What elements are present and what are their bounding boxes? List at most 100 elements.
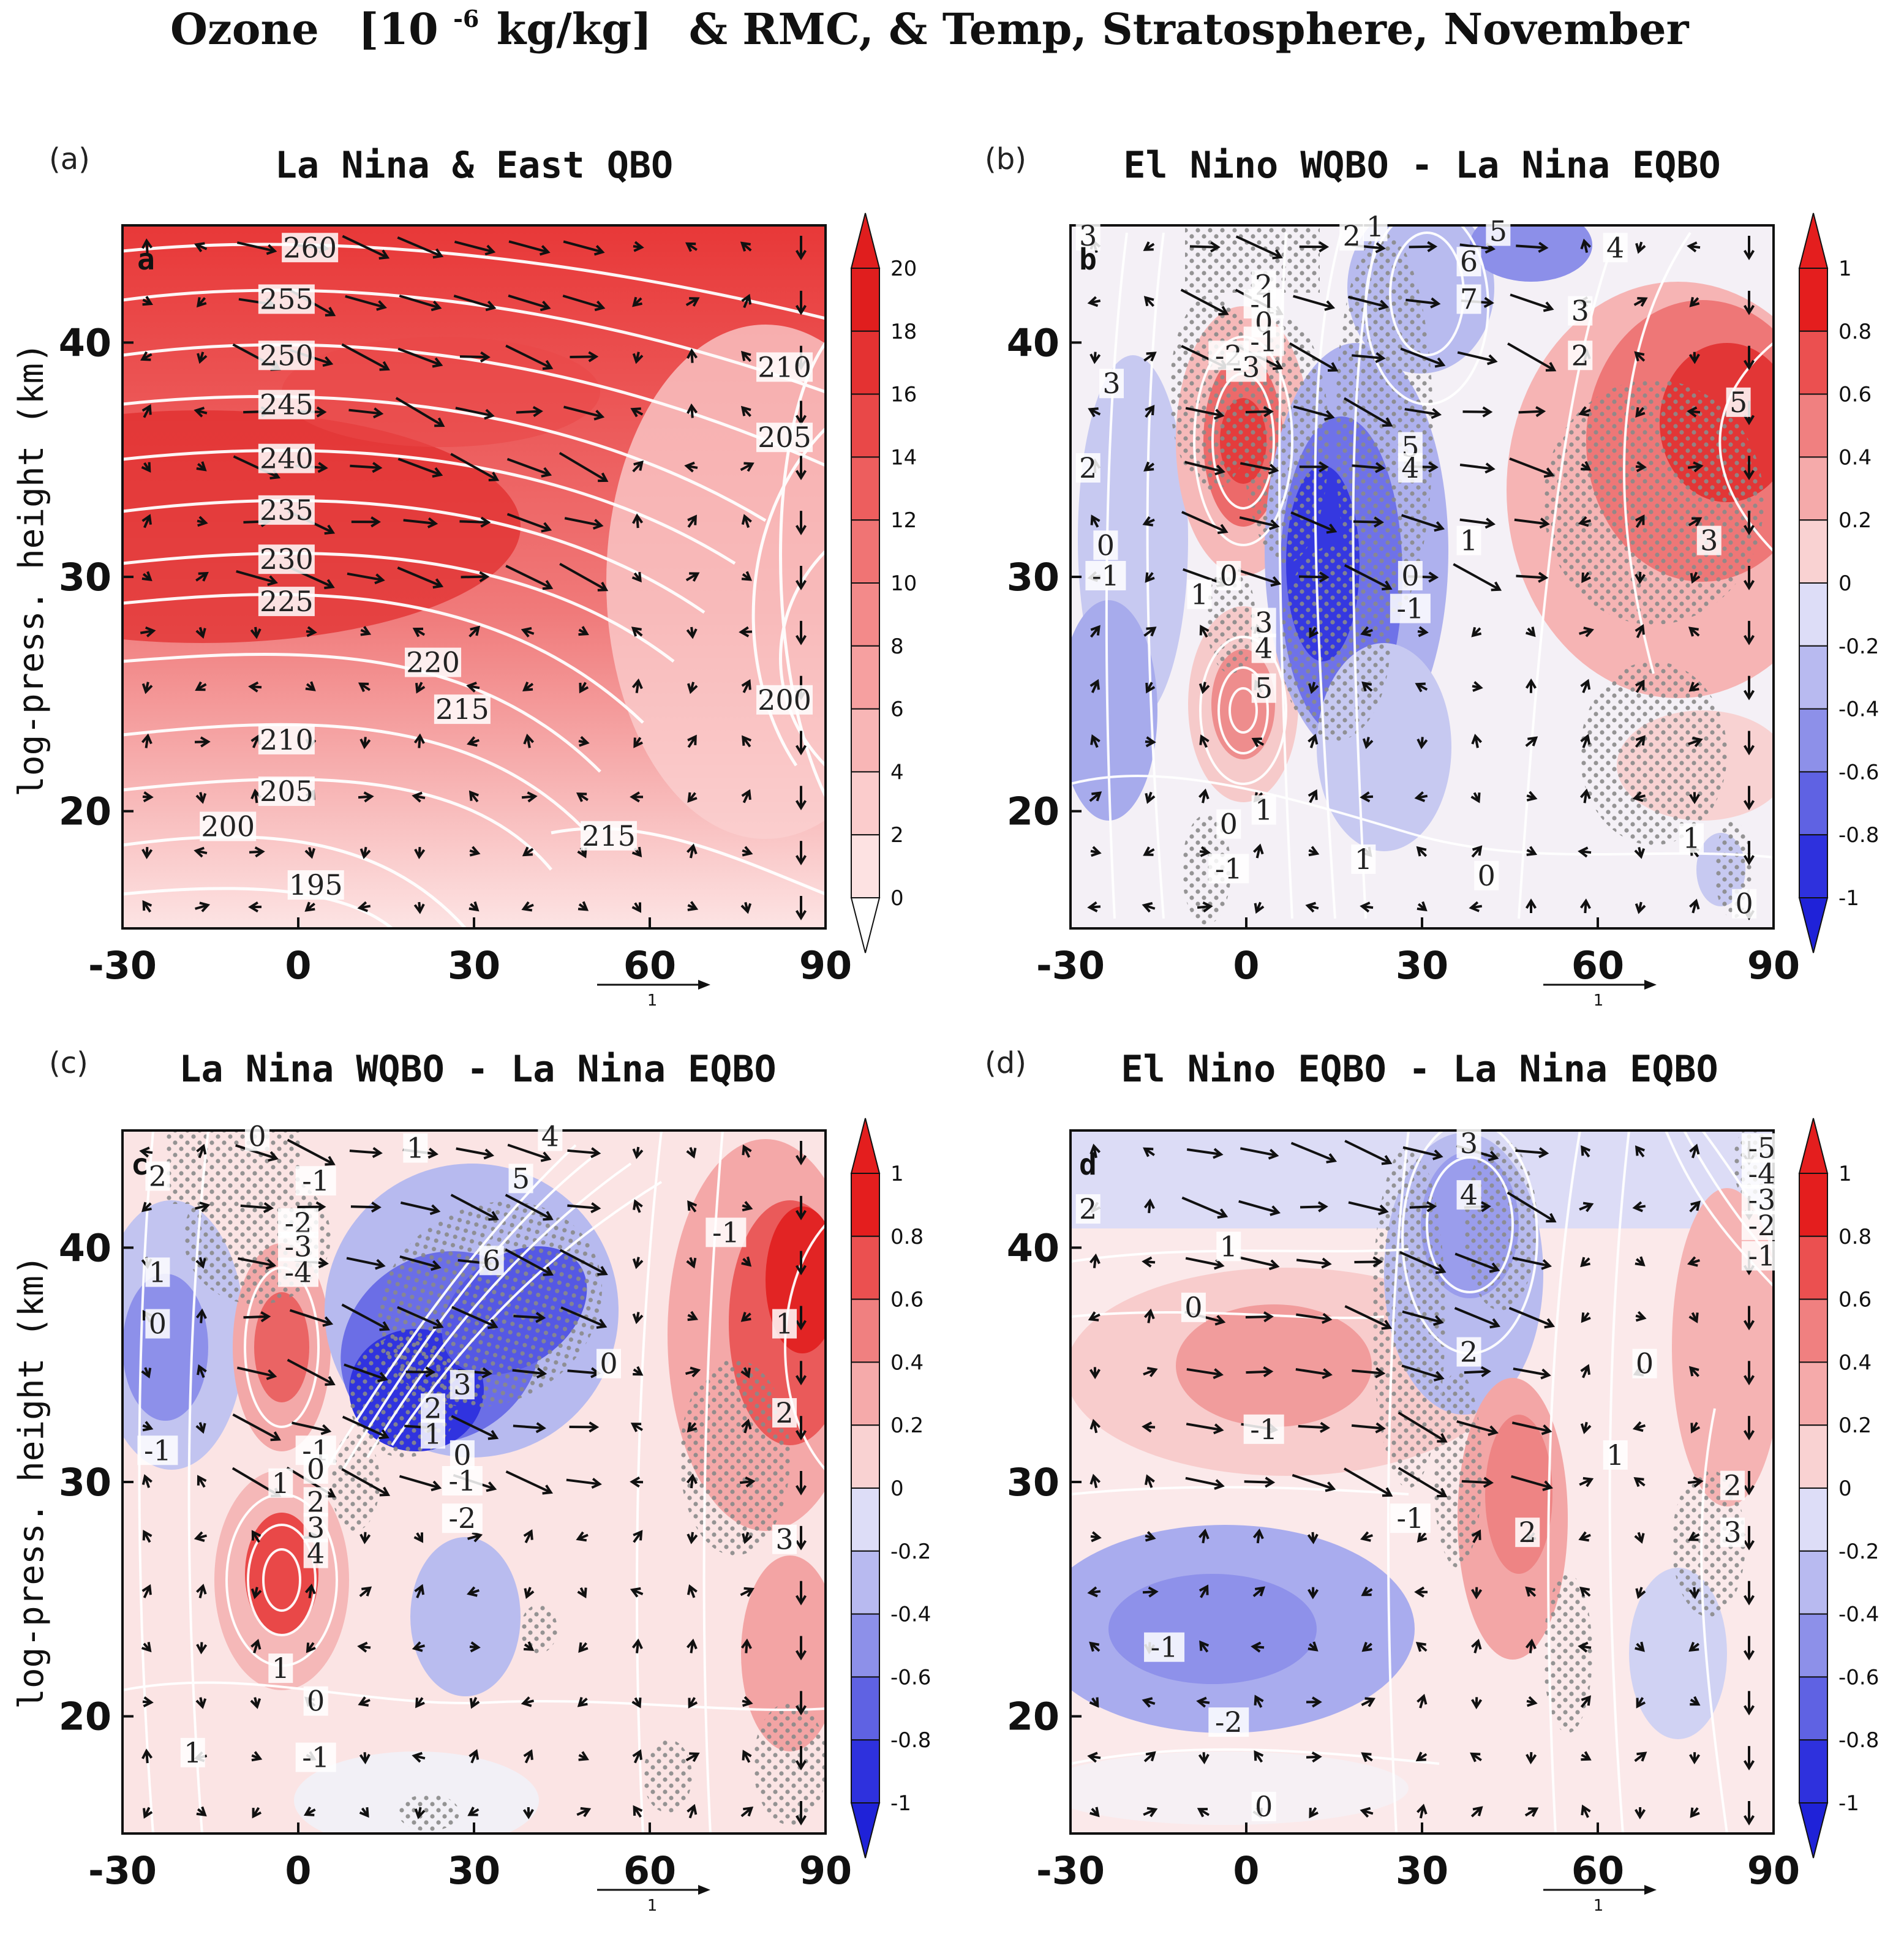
vector-arrow [1145, 404, 1155, 418]
vector-arrow [469, 1696, 480, 1709]
svg-text:-1: -1 [1748, 1239, 1775, 1273]
panel-label-a: (a) [49, 142, 90, 176]
svg-text:2: 2 [307, 1485, 325, 1518]
vector-arrow [1400, 347, 1446, 368]
svg-text:4: 4 [541, 1119, 559, 1153]
contour-label: 0 [1216, 808, 1241, 841]
svg-text:2: 2 [1571, 339, 1589, 372]
vector-arrow [686, 1257, 697, 1269]
svg-text:-2: -2 [448, 1502, 476, 1535]
x-tick-label: 30 [448, 1848, 500, 1893]
vector-arrow [1089, 791, 1102, 802]
vector-arrow [412, 1641, 426, 1652]
vector-arrow [741, 1256, 752, 1267]
svg-text:-1: -1 [1215, 852, 1243, 885]
vector-arrow [1515, 1147, 1549, 1159]
vector-arrow [522, 682, 534, 692]
svg-text:-1: -1 [302, 1164, 329, 1197]
vector-arrow [1635, 1641, 1645, 1652]
vector-arrow [467, 1532, 483, 1543]
vector-arrow [1471, 1639, 1482, 1653]
vector-arrow [1344, 1305, 1393, 1330]
contour-label: -2 [442, 1502, 483, 1535]
vector-arrow [1352, 462, 1386, 473]
vector-arrow [1635, 735, 1646, 748]
vector-arrow [633, 737, 643, 748]
y-tick-label: 40 [1007, 320, 1059, 365]
y-tick-label: 30 [1007, 1460, 1059, 1505]
vector-arrow [1687, 1476, 1704, 1488]
vector-arrow [1352, 352, 1386, 364]
vector-arrow [1348, 1201, 1389, 1216]
contour-label: 200 [200, 810, 257, 843]
vector-arrow [687, 682, 698, 694]
contour-label: 2 [1075, 451, 1101, 484]
vector-arrow [1581, 571, 1591, 584]
vector-arrow [399, 1475, 442, 1492]
vector-arrow [195, 1202, 211, 1213]
svg-text:245: 245 [260, 388, 314, 421]
vector-arrow [742, 735, 752, 748]
x-tick-label: 90 [799, 943, 852, 988]
vector-arrow [795, 731, 807, 756]
contour-label: 1 [421, 1417, 446, 1450]
svg-text:1: 1 [1682, 822, 1700, 855]
vector-arrow [686, 1638, 698, 1653]
vector-arrow [469, 846, 481, 857]
vector-arrow [1296, 1257, 1332, 1269]
vector-arrow [306, 1642, 316, 1653]
x-tick-label: 90 [799, 1848, 852, 1893]
vector-arrow [1687, 406, 1701, 418]
vector-arrow [1743, 1636, 1755, 1661]
svg-text:-1: -1 [1092, 559, 1119, 592]
vector-arrow [412, 1751, 426, 1763]
contour-label: 2 [145, 1160, 170, 1193]
vector-field-a [140, 235, 807, 920]
vector-arrow [1308, 846, 1320, 857]
svg-text:0: 0 [1636, 1347, 1654, 1380]
colorbar-swatch [851, 519, 880, 584]
contour-label: 215 [581, 819, 638, 852]
svg-text:0: 0 [1220, 808, 1238, 841]
vector-arrow [742, 1144, 752, 1158]
svg-text:2: 2 [1079, 451, 1097, 484]
svg-text:3: 3 [1255, 606, 1273, 639]
vector-arrow [304, 901, 315, 912]
vector-arrow [1296, 1312, 1333, 1324]
svg-text:7: 7 [1460, 282, 1478, 315]
colorbar-top-arrow [1798, 213, 1829, 269]
contour-label: 0 [245, 1119, 270, 1153]
vector-arrow [1415, 1751, 1428, 1762]
vector-arrow [1089, 625, 1101, 638]
svg-text:205: 205 [260, 775, 314, 808]
contour-label: 4 [303, 1537, 328, 1570]
vector-arrow [1526, 791, 1538, 802]
vector-arrow [740, 241, 752, 252]
vector-arrow [1579, 898, 1591, 914]
vector-arrow [739, 626, 753, 638]
svg-text:-3: -3 [285, 1230, 312, 1263]
vector-arrow [632, 461, 644, 473]
vector-arrow [1237, 569, 1282, 587]
vector-arrow [740, 1367, 751, 1378]
svg-text:0: 0 [453, 1439, 471, 1472]
contour-label: 230 [258, 543, 315, 576]
vector-arrow [341, 343, 390, 371]
svg-text:0: 0 [1184, 1291, 1202, 1324]
vector-arrow [563, 240, 605, 256]
vector-arrow [1743, 786, 1755, 811]
vector-arrow [194, 846, 208, 858]
vector-arrow [141, 1474, 152, 1488]
vector-arrow [1578, 516, 1592, 527]
contour-label: 3 [1456, 1127, 1481, 1160]
vector-arrow [451, 1306, 499, 1330]
vector-arrow [522, 846, 534, 857]
vector-arrow [795, 896, 807, 920]
y-tick-label: 30 [1007, 555, 1059, 600]
vector-arrow [414, 1807, 426, 1819]
svg-text:-3: -3 [1748, 1183, 1775, 1216]
colorbar-swatch [1799, 1613, 1828, 1678]
vector-arrow [1145, 572, 1155, 583]
y-axis-d: 20 30 40 [1007, 1225, 1082, 1739]
vector-arrow [1743, 345, 1755, 370]
